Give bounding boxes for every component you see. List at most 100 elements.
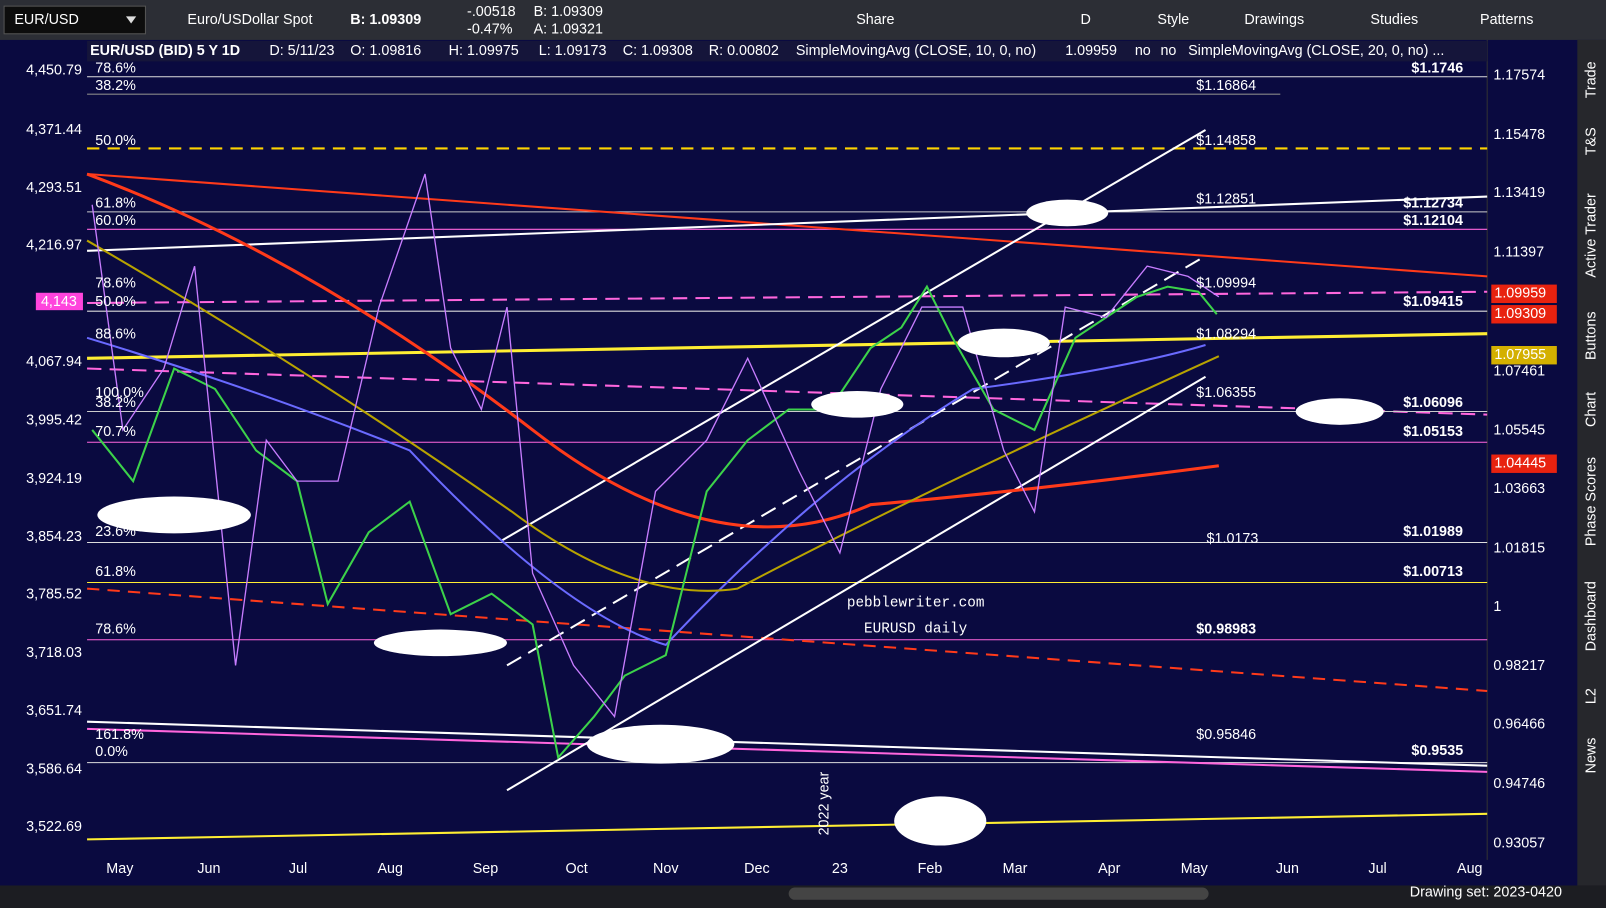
fib-label: 61.8% [95,195,136,211]
level-label: $1.12734 [1403,195,1463,211]
fib-label: 61.8% [95,564,136,580]
sidebar-tab[interactable]: News [1583,738,1599,774]
sidebar-tab[interactable]: Active Trader [1583,193,1599,278]
left-axis-label: 3,586.64 [26,762,82,778]
dropdown[interactable] [125,16,137,24]
left-price-tag-label: 4,143 [41,294,77,310]
header-item: SimpleMovingAvg (CLOSE, 20, 0, no) ... [1188,43,1444,59]
x-axis-label: Nov [653,861,679,877]
right-axis-label: 1.17574 [1493,68,1545,84]
header-item: no [1160,43,1176,59]
left-axis-label: 4,371.44 [26,122,82,138]
ask: A: 1.09321 [534,21,603,37]
left-axis-label: 3,718.03 [26,645,82,661]
left-axis-label: 3,854.23 [26,529,82,545]
x-axis-label: Feb [918,861,943,877]
fib-label: 161.8% [95,727,144,743]
toolbar-button[interactable]: Patterns [1480,12,1533,28]
level-label: $1.05153 [1403,424,1463,440]
price-tag [1491,284,1557,304]
header-item: EUR/USD (BID) 5 Y 1D [90,43,240,59]
fib-label: 50.0% [95,133,136,149]
change: -.00518 [467,4,516,20]
right-axis-label: 1.03663 [1493,481,1545,497]
x-axis-label: Apr [1098,861,1121,877]
scrollbar[interactable] [788,887,1209,900]
fib-label: 0.0% [95,744,128,760]
description: Euro/USDollar Spot [187,12,312,28]
toolbar-button[interactable]: Studies [1370,12,1418,28]
level-label: $1.09994 [1196,275,1256,291]
right-axis-label: 1.11397 [1493,245,1544,261]
x-axis-label: Jul [1368,861,1386,877]
header-bar [87,40,1488,62]
year-marker: 2022 year [816,772,832,836]
fib-label: 78.6% [95,60,136,76]
sidebar-tab[interactable]: Buttons [1583,311,1599,360]
sidebar-tab[interactable]: Dashboard [1583,581,1599,651]
right-axis-label: 1 [1493,599,1501,615]
level-label: $0.95846 [1196,727,1256,743]
level-label: $1.14858 [1196,133,1256,149]
header-item: D: 5/11/23 [269,43,334,59]
left-price-tag [35,292,83,311]
level-label: $1.12851 [1196,191,1256,207]
sidebar-tab[interactable]: Chart [1583,392,1599,427]
x-axis-label: Aug [1457,861,1483,877]
level-label: $1.01989 [1403,524,1463,540]
bid-small: B: 1.09309 [534,4,603,20]
x-axis-label: Oct [565,861,587,877]
level-label: $1.0173 [1207,531,1259,547]
level-label: $1.00713 [1403,564,1463,580]
right-axis-label: 1.05545 [1493,423,1545,439]
sidebar-tab[interactable]: Trade [1583,61,1599,98]
level-label: $1.06096 [1403,395,1463,411]
toolbar-button[interactable]: Style [1157,12,1189,28]
toolbar-button[interactable]: Share [856,12,894,28]
price-tag [1491,346,1557,365]
x-axis-label: Jun [1276,861,1299,877]
right-axis-label: 0.93057 [1493,835,1545,851]
drawing-set: Drawing set: 2023-0420 [1410,884,1562,900]
right-axis-label: 0.94746 [1493,776,1545,792]
toolbar-button[interactable]: Drawings [1244,12,1304,28]
fib-label: 38.2% [95,78,136,94]
header-item: H: 1.09975 [449,43,519,59]
left-axis-label: 3,995.42 [26,413,82,429]
x-axis-label: Aug [377,861,403,877]
left-axis-label: 4,293.51 [26,180,82,196]
left-axis-label: 3,785.52 [26,587,82,603]
x-axis-label: Jul [289,861,307,877]
symbol: EUR/USD [14,12,79,28]
header-item: O: 1.09816 [350,43,421,59]
right-axis-label: 1.13419 [1493,185,1545,201]
sidebar-tab[interactable]: T&S [1583,127,1599,155]
level-label: $1.08294 [1196,327,1256,343]
x-axis-label: Dec [744,861,769,877]
fib-label: 38.2% [95,395,136,411]
left-axis-label: 3,522.69 [26,819,82,835]
sidebar-tab[interactable]: L2 [1583,688,1599,704]
level-label: $1.12104 [1403,213,1463,229]
fib-label: 88.6% [95,327,136,343]
right-axis-label: 1.15478 [1493,127,1545,143]
sidebar-tab[interactable]: Phase Scores [1583,457,1599,546]
left-axis-label: 4,450.79 [26,62,82,78]
level-label: $1.16864 [1196,78,1256,94]
x-axis-label: May [106,861,134,877]
fib-label: 78.6% [95,275,136,291]
x-axis-label: Jun [197,861,220,877]
x-axis-label: Sep [473,861,499,877]
price-tag [1491,305,1557,324]
toolbar-button[interactable]: D [1081,12,1091,28]
x-axis-label: May [1181,861,1209,877]
price-tag-label: 1.09959 [1494,286,1546,302]
price-tag-label: 1.09309 [1494,306,1546,322]
left-axis-label: 3,924.19 [26,471,82,487]
fib-label: 60.0% [95,213,136,229]
symbol-box[interactable] [3,5,146,35]
fib-label: 70.7% [95,424,136,440]
right-axis-label: 0.98217 [1493,658,1545,674]
